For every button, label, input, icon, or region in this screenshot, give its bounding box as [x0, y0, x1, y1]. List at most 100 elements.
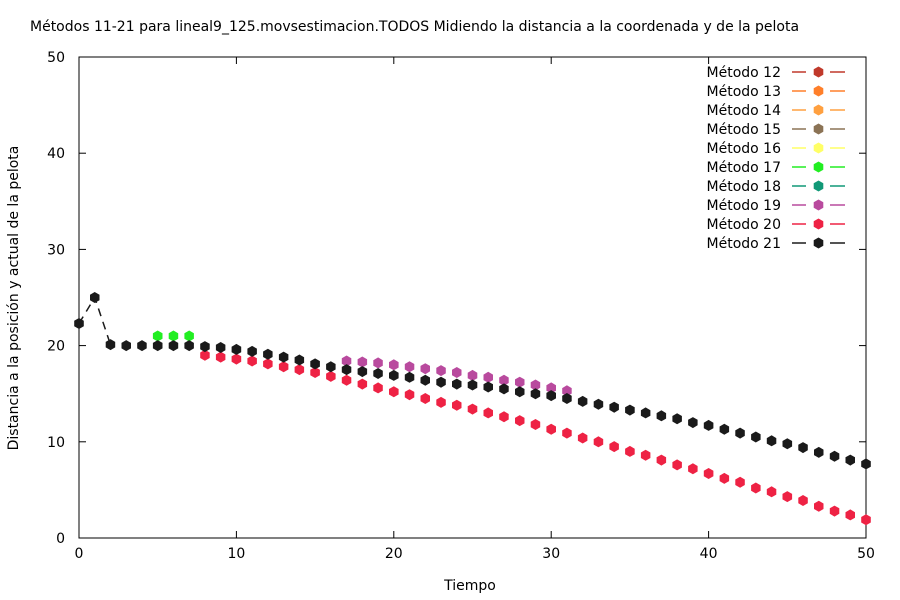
legend-label: Método 16 [707, 141, 782, 157]
data-point [341, 364, 352, 376]
data-point [278, 361, 289, 373]
data-point [420, 393, 430, 404]
data-point [152, 340, 163, 352]
data-point [499, 374, 509, 386]
x-tick-label: 30 [542, 546, 560, 562]
legend-label: Método 15 [707, 122, 781, 138]
data-point [546, 382, 556, 394]
data-point [90, 292, 100, 303]
data-point [861, 458, 871, 470]
legend-marker [813, 218, 824, 230]
data-point [452, 378, 462, 390]
legend-marker [813, 85, 824, 97]
x-tick-label: 10 [227, 546, 245, 562]
data-point [782, 438, 793, 450]
data-point [499, 383, 509, 395]
data-point [357, 366, 368, 378]
data-point [373, 382, 383, 394]
data-point [105, 339, 116, 351]
data-point [467, 369, 478, 381]
legend-label: Método 12 [707, 65, 781, 81]
y-tick-label: 0 [56, 531, 65, 547]
data-point [735, 427, 745, 439]
data-point [688, 463, 698, 475]
data-point [656, 454, 667, 466]
data-point [373, 357, 383, 369]
data-point [436, 365, 446, 377]
data-point [483, 371, 493, 383]
data-point [845, 454, 855, 466]
data-point [515, 376, 525, 388]
data-point [294, 354, 305, 366]
data-point [719, 423, 730, 435]
data-point [341, 374, 352, 386]
data-point [373, 368, 383, 379]
legend-label: Método 17 [707, 160, 781, 176]
data-point [688, 417, 698, 429]
data-point [719, 472, 730, 484]
data-point [215, 342, 226, 353]
data-point [814, 500, 824, 512]
data-point [562, 427, 572, 439]
data-point [515, 415, 525, 427]
series-20 [200, 349, 871, 526]
legend: Método 12 Método 13 Método 14 Método 15 Méto… [707, 65, 845, 252]
data-point [562, 393, 572, 404]
data-point [798, 442, 808, 454]
data-point [436, 396, 446, 408]
data-point [168, 340, 179, 352]
legend-marker [813, 123, 824, 135]
data-point [640, 407, 651, 419]
legend-label: Método 20 [707, 217, 781, 233]
data-point [577, 432, 588, 444]
y-tick-label: 30 [47, 242, 65, 258]
x-tick-label: 50 [857, 546, 875, 562]
y-tick-label: 40 [47, 146, 65, 162]
data-point [263, 358, 273, 370]
data-point [294, 364, 305, 376]
data-point [247, 345, 257, 357]
legend-marker [813, 66, 824, 78]
data-point [278, 351, 289, 363]
data-point [389, 386, 399, 398]
data-point [609, 441, 619, 453]
data-point [703, 419, 714, 431]
legend-label: Método 19 [707, 198, 781, 214]
data-point [672, 459, 682, 471]
data-point [452, 367, 462, 378]
data-point [389, 359, 399, 371]
data-point [357, 356, 368, 368]
data-point [625, 445, 635, 457]
data-point [420, 363, 430, 375]
legend-label: Método 13 [707, 84, 781, 100]
data-point [515, 386, 525, 398]
y-tick-label: 50 [47, 50, 65, 66]
data-point [751, 431, 761, 443]
legend-marker [813, 104, 824, 116]
data-point [74, 318, 84, 329]
data-point [829, 450, 840, 462]
data-point [168, 330, 179, 342]
data-point [562, 385, 572, 397]
data-point [184, 330, 194, 342]
data-point [798, 495, 808, 506]
data-point [357, 378, 368, 390]
data-point [861, 514, 871, 526]
data-point [184, 340, 194, 352]
legend-label: Método 14 [707, 103, 782, 119]
data-point [625, 404, 635, 416]
series-19 [341, 355, 572, 397]
data-point [530, 419, 541, 430]
data-point [420, 374, 430, 386]
data-point [735, 476, 745, 488]
data-point [751, 482, 761, 494]
data-point [703, 468, 714, 479]
legend-marker [813, 142, 824, 154]
data-point [766, 435, 777, 447]
data-point [121, 340, 131, 352]
data-point [845, 509, 855, 521]
data-point [546, 423, 556, 435]
data-point [404, 389, 415, 401]
data-point [200, 341, 210, 353]
data-point [483, 381, 493, 393]
